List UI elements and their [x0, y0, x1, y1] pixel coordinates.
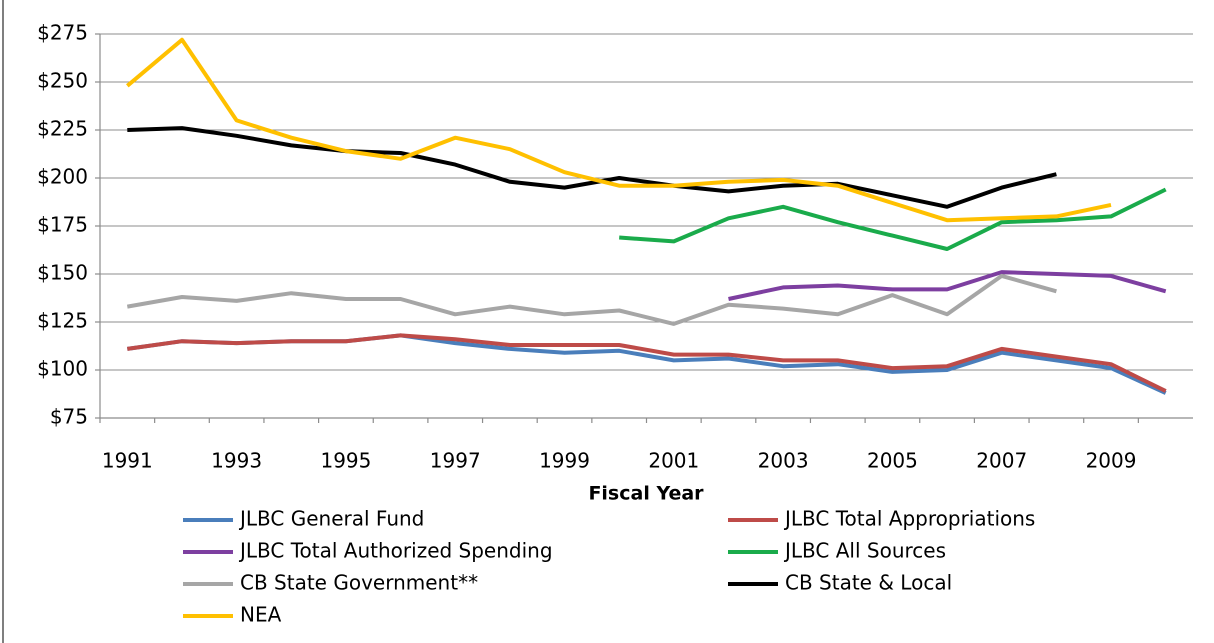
x-tick-label: 2003 [758, 449, 809, 473]
x-tick-label: 1991 [102, 449, 153, 473]
series-line [728, 270, 1167, 301]
x-tick-label: 1995 [320, 449, 371, 473]
legend-label: JLBC Total Authorized Spending [238, 539, 553, 563]
legend-label: NEA [240, 603, 282, 627]
x-tick-label: 1999 [539, 449, 590, 473]
y-tick-label: $75 [50, 405, 88, 429]
y-tick-label: $175 [37, 213, 88, 237]
series-line [126, 273, 1057, 326]
series-line [127, 333, 1167, 395]
y-tick-label: $250 [37, 69, 88, 93]
x-tick-label: 2007 [976, 449, 1027, 473]
series-line [127, 126, 1057, 209]
series-line [126, 37, 1112, 223]
y-tick-label: $225 [37, 117, 88, 141]
y-tick-label: $275 [37, 21, 88, 45]
legend-label: JLBC General Fund [238, 507, 424, 531]
x-tick-label: 2005 [867, 449, 918, 473]
series-line [619, 187, 1167, 251]
y-tick-label: $100 [37, 357, 88, 381]
y-tick-label: $200 [37, 165, 88, 189]
y-tick-label: $125 [37, 309, 88, 333]
x-tick-label: 1997 [430, 449, 481, 473]
legend-label: JLBC Total Appropriations [783, 507, 1035, 531]
x-tick-label: 2001 [648, 449, 699, 473]
x-tick-label: 1993 [211, 449, 262, 473]
legend-label: JLBC All Sources [783, 539, 946, 563]
legend-label: CB State Government** [240, 571, 478, 595]
x-tick-label: 2009 [1086, 449, 1137, 473]
x-axis-label: Fiscal Year [588, 483, 704, 505]
series-line [127, 333, 1167, 393]
y-tick-label: $150 [37, 261, 88, 285]
legend-label: CB State & Local [785, 571, 952, 595]
